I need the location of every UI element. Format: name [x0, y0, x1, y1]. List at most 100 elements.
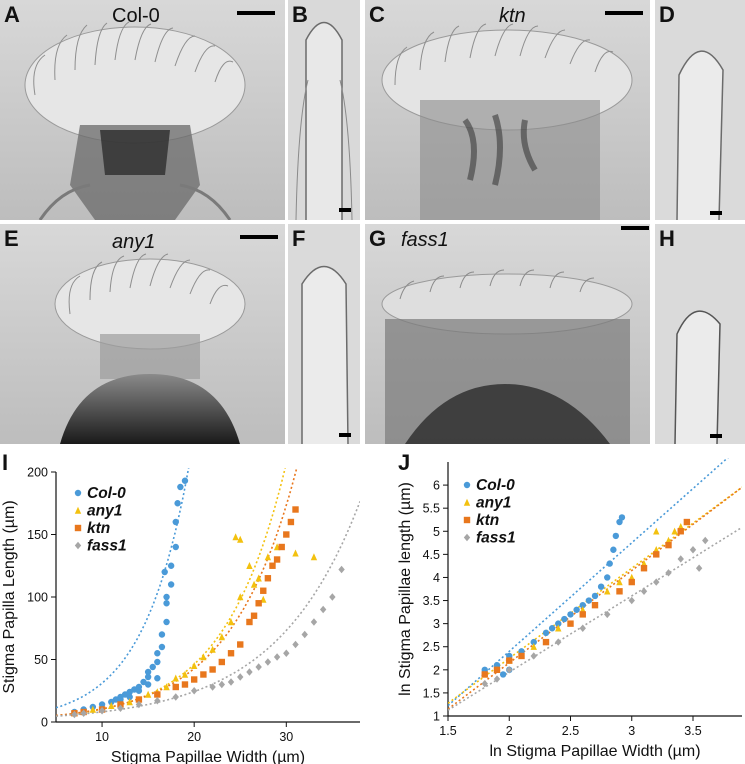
data-point-col-0	[154, 658, 161, 666]
legend-label-ktn: ktn	[87, 520, 110, 537]
y-tick-label: 5.5	[423, 502, 440, 516]
y-tick-label: 50	[34, 653, 48, 667]
x-tick-label: 30	[279, 730, 293, 744]
data-point-ktn	[542, 638, 550, 646]
panel-label-g: G	[369, 226, 387, 251]
scale-bar	[621, 226, 649, 230]
y-tick-label: 3.5	[423, 594, 440, 608]
data-point-col-0	[604, 574, 611, 581]
data-point-fass1	[329, 593, 336, 601]
data-point-col-0	[174, 500, 181, 507]
data-point-ktn	[278, 543, 285, 551]
data-point-any1	[671, 527, 678, 535]
data-point-fass1	[218, 680, 226, 689]
panel-label-i: I	[2, 450, 8, 475]
data-point-any1	[108, 702, 115, 709]
scale-bar	[605, 11, 643, 15]
x-axis-label: Stigma Papillae Width (µm)	[111, 749, 305, 764]
data-point-fass1	[237, 673, 244, 681]
legend-label-fass1: fass1	[476, 530, 516, 547]
data-point-fass1	[80, 709, 87, 717]
micrograph-h: H	[655, 224, 745, 444]
data-point-fass1	[653, 578, 660, 586]
trend-line-fass1	[448, 526, 742, 711]
panel-label-e: E	[4, 226, 19, 251]
legend-label-col-0: Col-0	[476, 477, 515, 494]
x-axis-label: ln Stigma Papillae Width (µm)	[489, 743, 700, 760]
legend-marker-any1	[74, 506, 82, 514]
data-point-ktn	[237, 641, 244, 648]
data-point-col-0	[144, 681, 152, 688]
data-point-fass1	[264, 658, 272, 666]
data-point-fass1	[319, 605, 327, 614]
data-point-fass1	[172, 693, 179, 701]
micrograph-g: G fass1	[365, 224, 650, 444]
data-point-fass1	[310, 618, 318, 626]
data-point-col-0	[177, 483, 184, 491]
data-point-col-0	[154, 675, 161, 682]
data-point-any1	[227, 618, 235, 626]
y-tick-label: 1.5	[423, 686, 440, 700]
data-point-fass1	[98, 707, 106, 715]
panel-label-b: B	[292, 2, 308, 27]
data-point-ktn	[591, 601, 599, 609]
data-point-any1	[209, 645, 216, 653]
data-point-col-0	[561, 615, 568, 623]
data-point-any1	[181, 670, 189, 678]
data-point-any1	[264, 553, 272, 561]
data-point-fass1	[117, 704, 124, 712]
data-point-fass1	[283, 649, 290, 657]
scale-bar	[237, 11, 275, 15]
panel-label-h: H	[659, 226, 675, 251]
data-point-col-0	[117, 696, 124, 703]
legend-marker-fass1	[463, 533, 471, 542]
panel-label-j: J	[398, 450, 410, 475]
legend-label-ktn: ktn	[476, 512, 499, 529]
data-point-fass1	[71, 710, 78, 719]
data-point-col-0	[167, 581, 175, 588]
micrograph-c: C ktn	[365, 0, 650, 220]
data-point-col-0	[161, 568, 168, 576]
data-point-ktn	[677, 528, 684, 535]
micrograph-e: E any1	[0, 224, 285, 444]
data-point-fass1	[255, 663, 262, 671]
data-point-any1	[237, 593, 244, 601]
x-tick-label: 1.5	[439, 724, 456, 738]
data-point-fass1	[246, 668, 253, 676]
data-point-fass1	[579, 624, 586, 632]
micrograph-a: A Col-0	[0, 0, 285, 220]
data-point-ktn	[273, 556, 281, 563]
data-point-col-0	[126, 693, 133, 701]
data-point-col-0	[181, 477, 189, 484]
data-point-ktn	[255, 600, 262, 607]
data-point-ktn	[200, 671, 207, 678]
data-point-col-0	[591, 592, 599, 600]
data-point-ktn	[227, 650, 235, 657]
data-point-ktn	[628, 578, 635, 586]
data-point-ktn	[172, 683, 179, 691]
y-tick-label: 2	[433, 663, 440, 677]
data-point-ktn	[190, 676, 198, 683]
legend-label-fass1: fass1	[87, 538, 127, 555]
micrograph-f: F	[288, 224, 360, 444]
x-tick-label: 3.5	[684, 724, 701, 738]
data-point-ktn	[154, 691, 161, 698]
data-point-col-0	[163, 593, 170, 601]
data-point-any1	[310, 553, 318, 561]
data-point-ktn	[683, 518, 691, 526]
y-tick-label: 150	[27, 528, 48, 542]
data-point-fass1	[702, 536, 709, 545]
data-point-col-0	[567, 611, 574, 618]
data-point-fass1	[677, 555, 684, 563]
data-point-fass1	[481, 679, 488, 688]
legend-marker-ktn	[463, 516, 471, 524]
data-point-fass1	[604, 610, 611, 619]
scale-bar	[710, 434, 722, 438]
data-point-ktn	[250, 612, 258, 619]
data-point-fass1	[154, 697, 161, 705]
data-point-any1	[237, 535, 244, 543]
trend-line-fass1	[56, 501, 360, 717]
data-point-fass1	[190, 687, 198, 695]
data-point-ktn	[616, 588, 623, 595]
data-point-any1	[616, 578, 623, 586]
